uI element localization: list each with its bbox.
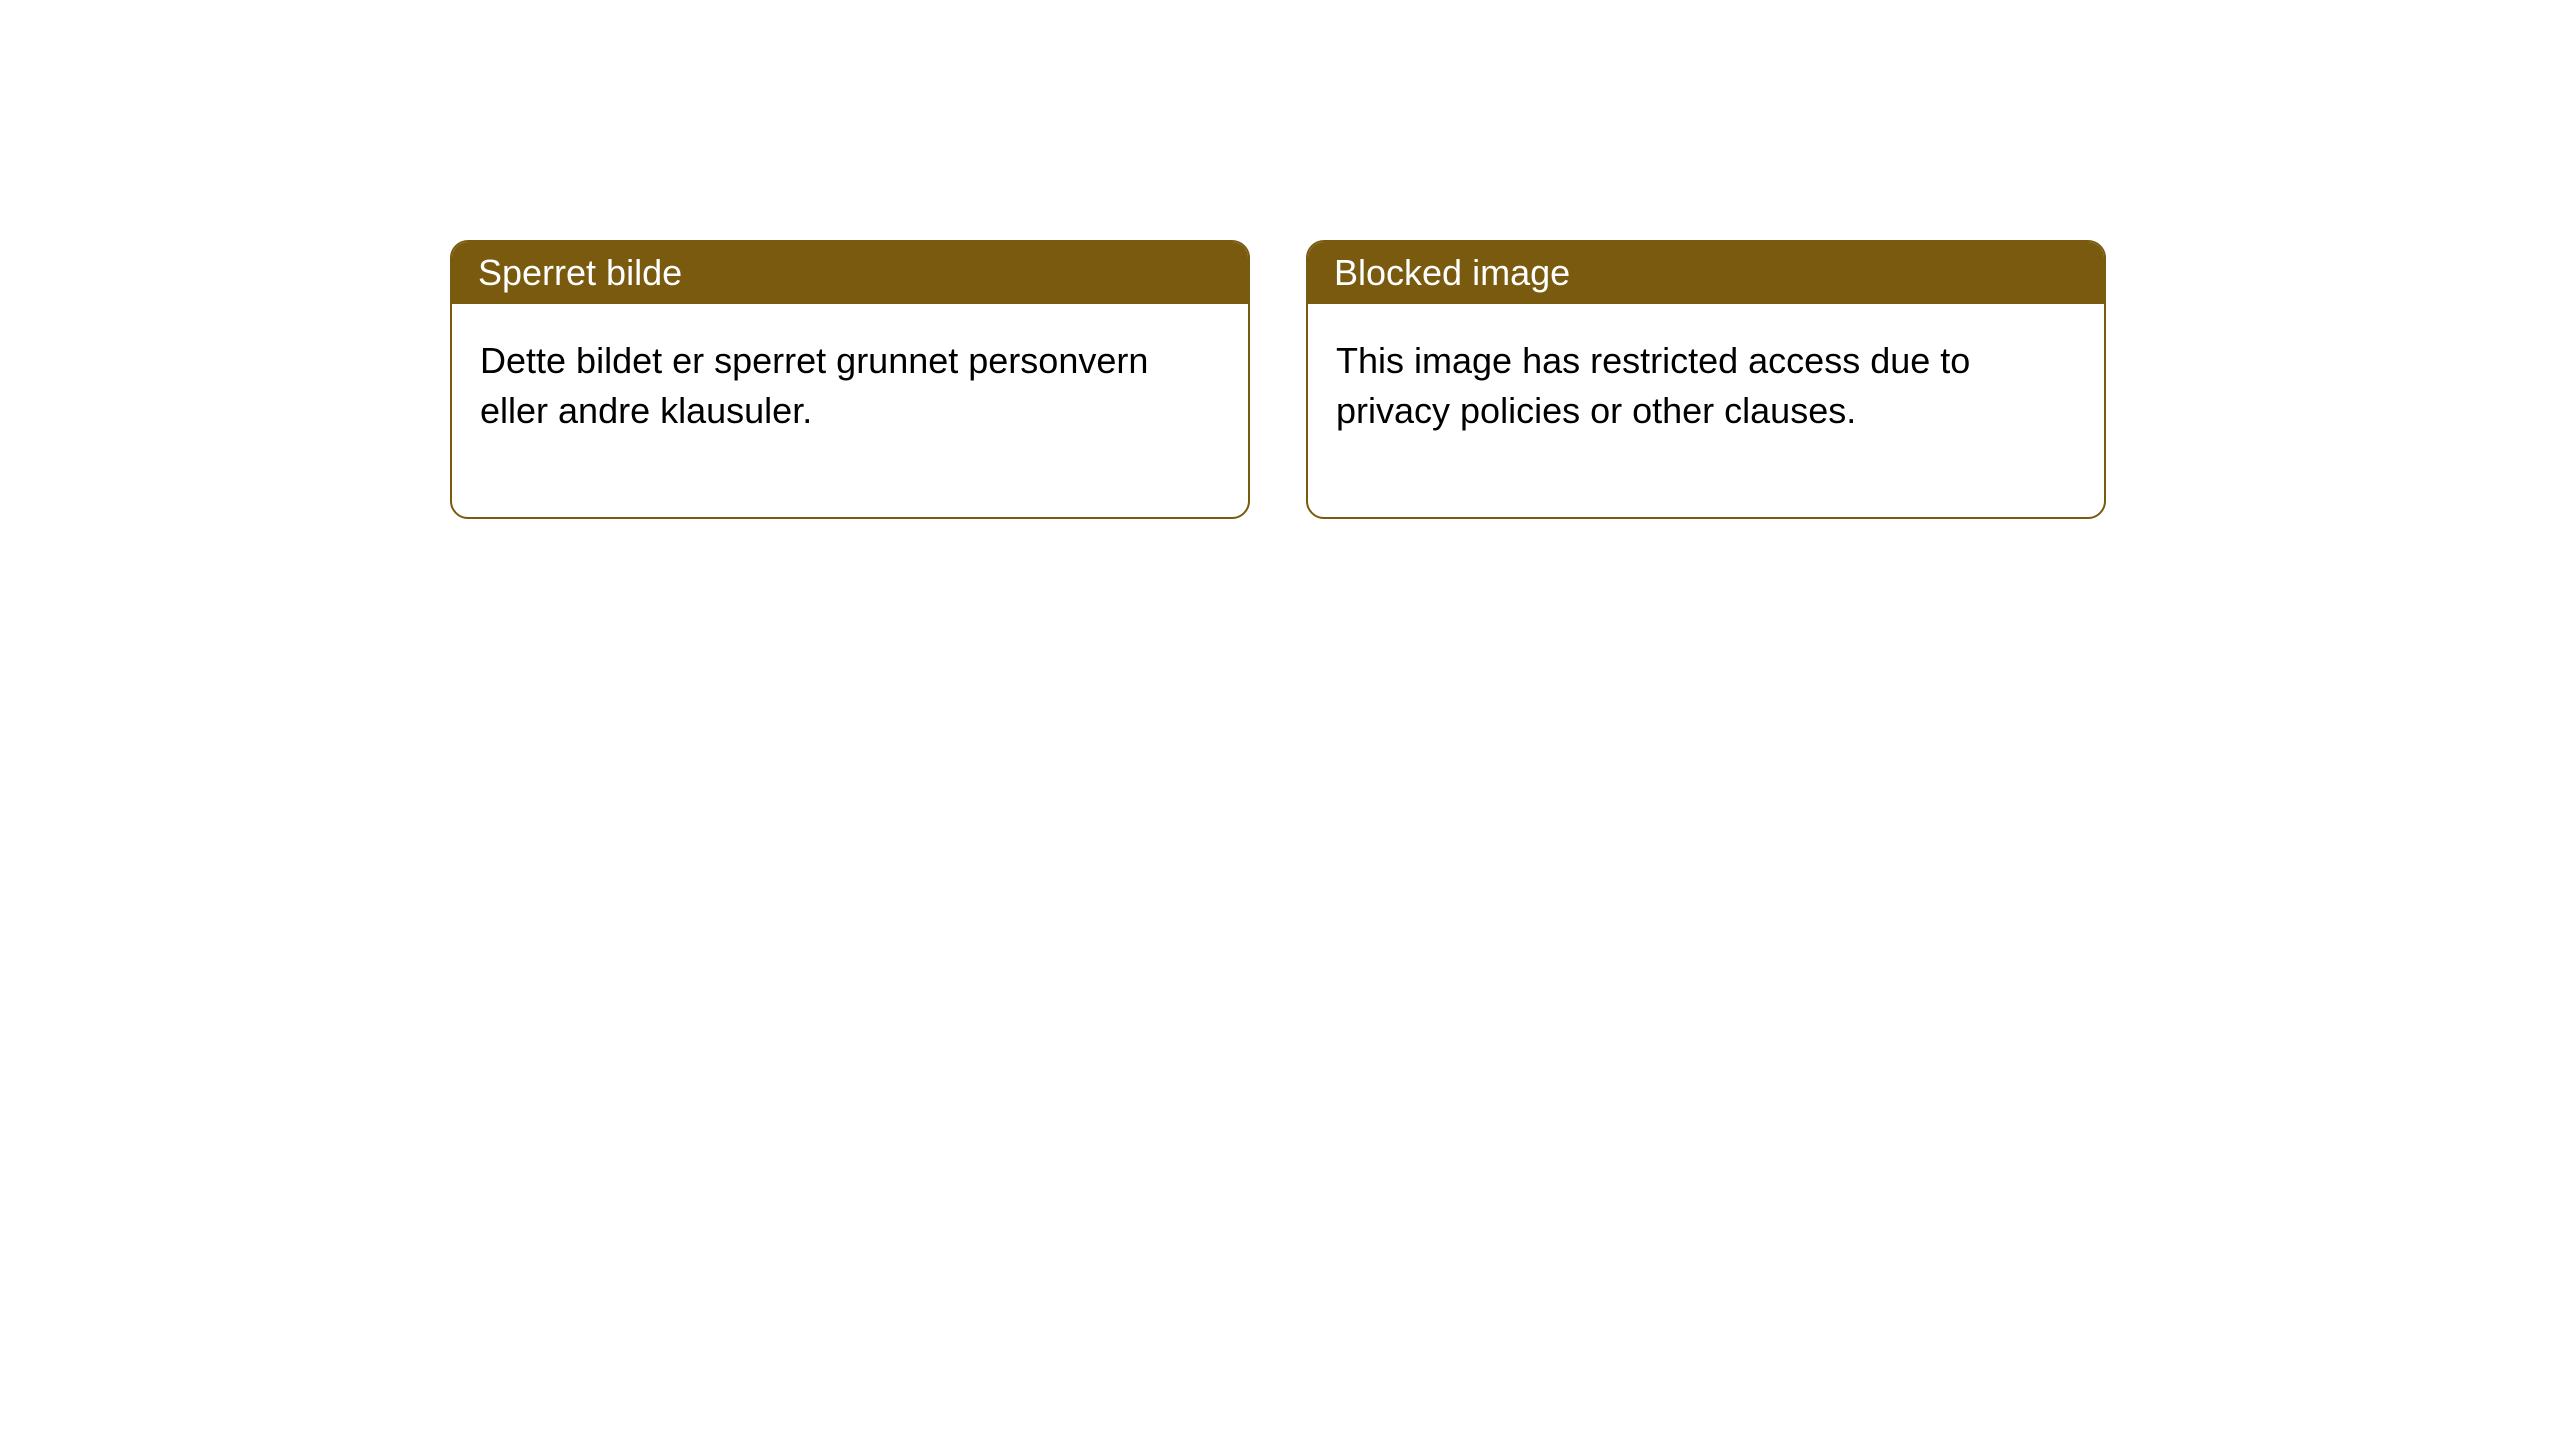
card-message: This image has restricted access due to … xyxy=(1336,340,1970,431)
card-header: Sperret bilde xyxy=(452,242,1248,304)
card-title: Blocked image xyxy=(1334,252,1570,293)
notice-card-norwegian: Sperret bilde Dette bildet er sperret gr… xyxy=(450,240,1250,519)
card-title: Sperret bilde xyxy=(478,252,682,293)
card-header: Blocked image xyxy=(1308,242,2104,304)
notice-container: Sperret bilde Dette bildet er sperret gr… xyxy=(0,0,2560,519)
notice-card-english: Blocked image This image has restricted … xyxy=(1306,240,2106,519)
card-message: Dette bildet er sperret grunnet personve… xyxy=(480,340,1148,431)
card-body: This image has restricted access due to … xyxy=(1308,304,2104,517)
card-body: Dette bildet er sperret grunnet personve… xyxy=(452,304,1248,517)
